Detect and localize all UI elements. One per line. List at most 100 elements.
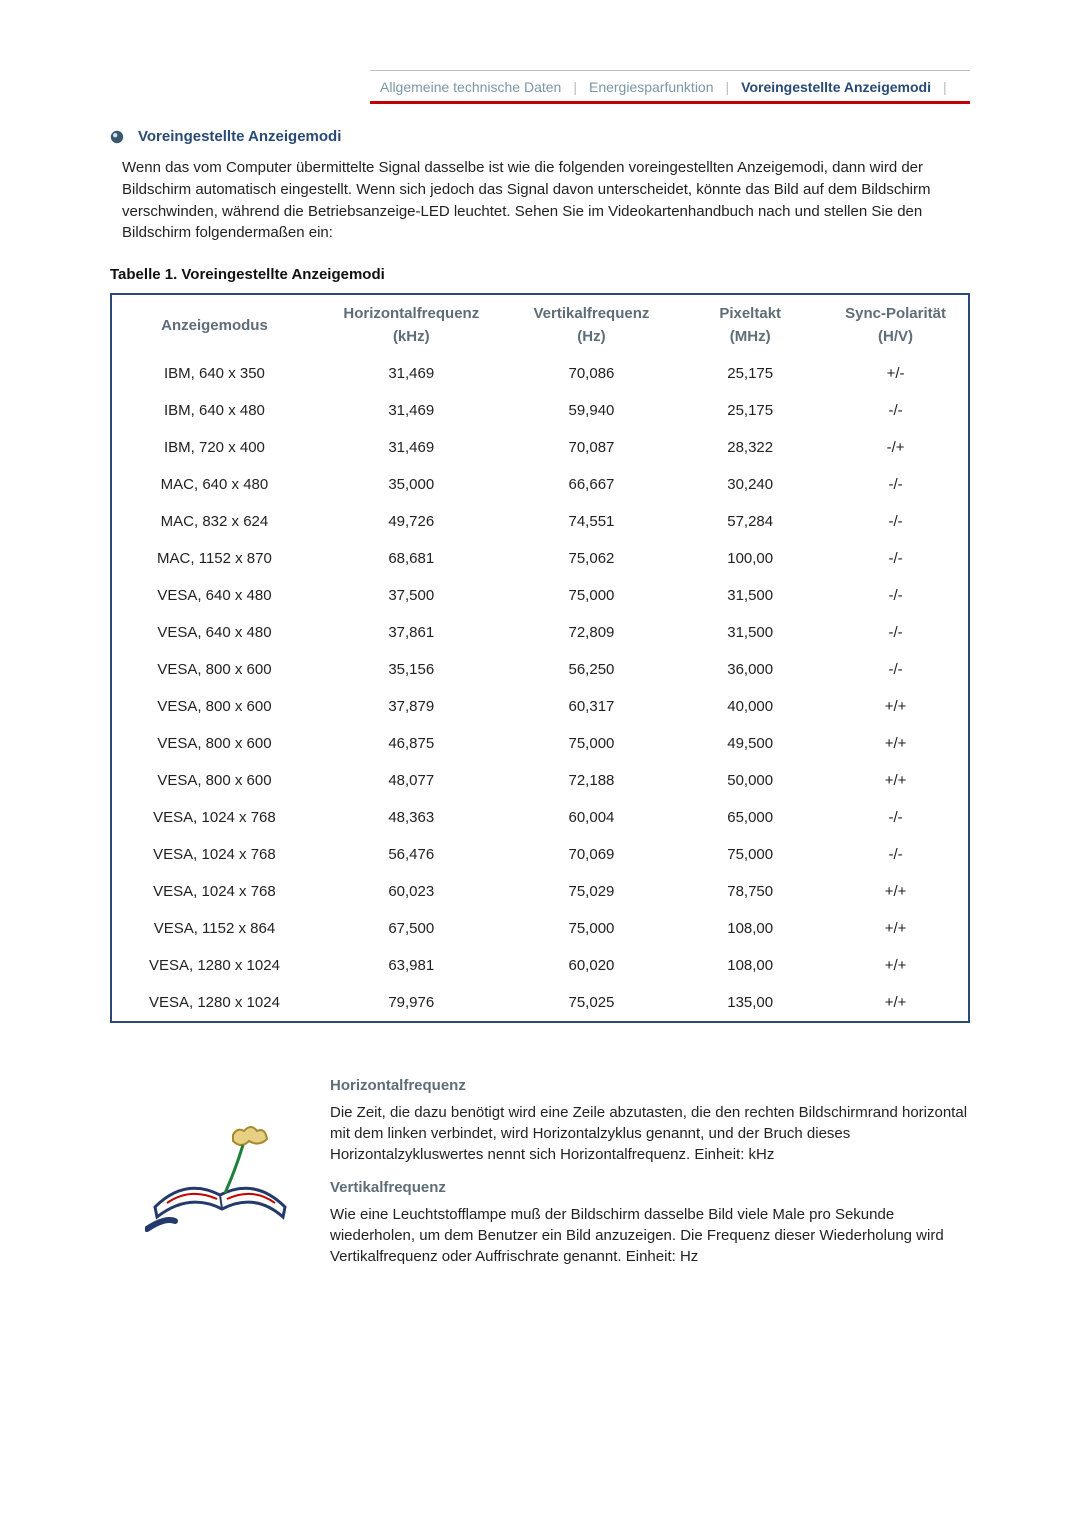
table-cell: VESA, 800 x 600 xyxy=(111,688,317,725)
table-cell: 75,000 xyxy=(506,725,678,762)
table-cell: 35,000 xyxy=(317,466,506,503)
col-header-4: Sync-Polarität(H/V) xyxy=(823,294,969,355)
table-cell: -/- xyxy=(823,466,969,503)
book-icon xyxy=(110,1073,330,1281)
table-cell: 72,809 xyxy=(506,614,678,651)
table-cell: 63,981 xyxy=(317,947,506,984)
table-cell: IBM, 720 x 400 xyxy=(111,429,317,466)
table-cell: 28,322 xyxy=(677,429,823,466)
table-row: VESA, 1280 x 102479,97675,025135,00+/+ xyxy=(111,984,969,1022)
table-cell: VESA, 1024 x 768 xyxy=(111,836,317,873)
table-cell: 60,317 xyxy=(506,688,678,725)
table-cell: 108,00 xyxy=(677,947,823,984)
table-cell: 70,087 xyxy=(506,429,678,466)
tab-0[interactable]: Allgemeine technische Daten xyxy=(370,75,571,99)
col-header-2: Vertikalfrequenz(Hz) xyxy=(506,294,678,355)
table-cell: +/+ xyxy=(823,873,969,910)
table-row: MAC, 1152 x 87068,68175,062100,00-/- xyxy=(111,540,969,577)
table-cell: 60,023 xyxy=(317,873,506,910)
table-cell: 75,000 xyxy=(506,577,678,614)
table-cell: 50,000 xyxy=(677,762,823,799)
table-cell: 37,879 xyxy=(317,688,506,725)
table-body: IBM, 640 x 35031,46970,08625,175+/-IBM, … xyxy=(111,355,969,1022)
table-row: IBM, 720 x 40031,46970,08728,322-/+ xyxy=(111,429,969,466)
table-cell: 56,476 xyxy=(317,836,506,873)
table-cell: IBM, 640 x 480 xyxy=(111,392,317,429)
table-row: VESA, 800 x 60048,07772,18850,000+/+ xyxy=(111,762,969,799)
table-row: VESA, 1024 x 76856,47670,06975,000-/- xyxy=(111,836,969,873)
table-cell: 36,000 xyxy=(677,651,823,688)
section-title: Voreingestellte Anzeigemodi xyxy=(138,128,341,145)
table-cell: 75,062 xyxy=(506,540,678,577)
section-heading: Voreingestellte Anzeigemodi xyxy=(110,128,970,145)
table-row: VESA, 1024 x 76848,36360,00465,000-/- xyxy=(111,799,969,836)
table-cell: VESA, 640 x 480 xyxy=(111,577,317,614)
table-cell: 79,976 xyxy=(317,984,506,1022)
table-cell: -/- xyxy=(823,651,969,688)
table-cell: 68,681 xyxy=(317,540,506,577)
table-cell: 67,500 xyxy=(317,910,506,947)
table-cell: 40,000 xyxy=(677,688,823,725)
table-cell: VESA, 800 x 600 xyxy=(111,762,317,799)
tab-separator: | xyxy=(571,79,579,95)
table-cell: 48,363 xyxy=(317,799,506,836)
table-cell: 37,500 xyxy=(317,577,506,614)
table-cell: 65,000 xyxy=(677,799,823,836)
table-cell: +/+ xyxy=(823,725,969,762)
table-cell: VESA, 1024 x 768 xyxy=(111,799,317,836)
table-cell: +/+ xyxy=(823,688,969,725)
table-cell: VESA, 800 x 600 xyxy=(111,651,317,688)
tab-1[interactable]: Energiesparfunktion xyxy=(579,75,724,99)
table-cell: +/+ xyxy=(823,984,969,1022)
table-cell: 70,086 xyxy=(506,355,678,392)
table-cell: MAC, 832 x 624 xyxy=(111,503,317,540)
table-row: VESA, 1024 x 76860,02375,02978,750+/+ xyxy=(111,873,969,910)
table-cell: -/+ xyxy=(823,429,969,466)
col-header-0: Anzeigemodus xyxy=(111,294,317,355)
table-cell: IBM, 640 x 350 xyxy=(111,355,317,392)
table-cell: 30,240 xyxy=(677,466,823,503)
table-cell: 72,188 xyxy=(506,762,678,799)
table-cell: -/- xyxy=(823,799,969,836)
table-row: VESA, 640 x 48037,86172,80931,500-/- xyxy=(111,614,969,651)
table-cell: VESA, 1280 x 1024 xyxy=(111,947,317,984)
table-cell: 66,667 xyxy=(506,466,678,503)
table-row: IBM, 640 x 35031,46970,08625,175+/- xyxy=(111,355,969,392)
table-cell: 31,469 xyxy=(317,429,506,466)
table-cell: 25,175 xyxy=(677,355,823,392)
table-cell: MAC, 640 x 480 xyxy=(111,466,317,503)
definitions-block: HorizontalfrequenzDie Zeit, die dazu ben… xyxy=(110,1073,970,1281)
table-row: VESA, 800 x 60037,87960,31740,000+/+ xyxy=(111,688,969,725)
table-cell: VESA, 1152 x 864 xyxy=(111,910,317,947)
table-title: Tabelle 1. Voreingestellte Anzeigemodi xyxy=(110,266,970,283)
table-cell: VESA, 800 x 600 xyxy=(111,725,317,762)
table-cell: VESA, 1024 x 768 xyxy=(111,873,317,910)
table-cell: VESA, 1280 x 1024 xyxy=(111,984,317,1022)
definition-text-1: Wie eine Leuchtstofflampe muß der Bildsc… xyxy=(330,1204,970,1267)
table-cell: 35,156 xyxy=(317,651,506,688)
definition-text-0: Die Zeit, die dazu benötigt wird eine Ze… xyxy=(330,1102,970,1165)
table-cell: 31,500 xyxy=(677,614,823,651)
table-cell: 108,00 xyxy=(677,910,823,947)
tab-bar: Allgemeine technische Daten|Energiesparf… xyxy=(110,70,970,110)
table-cell: 70,069 xyxy=(506,836,678,873)
table-cell: -/- xyxy=(823,614,969,651)
table-row: VESA, 1280 x 102463,98160,020108,00+/+ xyxy=(111,947,969,984)
table-cell: +/- xyxy=(823,355,969,392)
table-row: VESA, 640 x 48037,50075,00031,500-/- xyxy=(111,577,969,614)
tab-2[interactable]: Voreingestellte Anzeigemodi xyxy=(731,75,941,99)
table-row: VESA, 1152 x 86467,50075,000108,00+/+ xyxy=(111,910,969,947)
table-cell: 60,020 xyxy=(506,947,678,984)
table-cell: 75,000 xyxy=(677,836,823,873)
table-cell: 49,500 xyxy=(677,725,823,762)
table-cell: -/- xyxy=(823,577,969,614)
table-cell: 74,551 xyxy=(506,503,678,540)
table-row: VESA, 800 x 60035,15656,25036,000-/- xyxy=(111,651,969,688)
table-cell: VESA, 640 x 480 xyxy=(111,614,317,651)
table-row: MAC, 832 x 62449,72674,55157,284-/- xyxy=(111,503,969,540)
table-cell: MAC, 1152 x 870 xyxy=(111,540,317,577)
table-cell: 48,077 xyxy=(317,762,506,799)
section-intro: Wenn das vom Computer übermittelte Signa… xyxy=(122,157,958,244)
table-cell: +/+ xyxy=(823,947,969,984)
table-cell: 100,00 xyxy=(677,540,823,577)
